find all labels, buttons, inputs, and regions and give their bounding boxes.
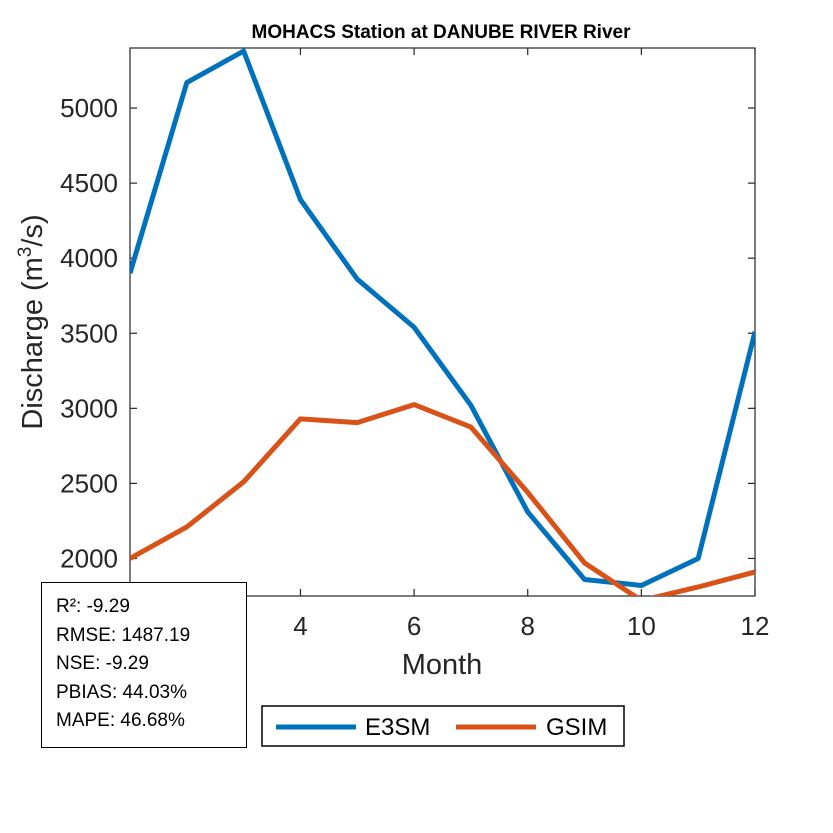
- series-line-gsim: [130, 402, 755, 596]
- x-tick-label: 10: [627, 611, 656, 641]
- axes-box: [129, 47, 756, 597]
- y-tick-label: 2000: [60, 543, 118, 573]
- y-axis-label: Discharge (m3/s): [15, 214, 49, 429]
- x-axis-label: Month: [402, 649, 483, 681]
- x-tick-label: 12: [741, 611, 770, 641]
- series-line-e3sm: [130, 48, 755, 588]
- legend: E3SM GSIM: [261, 705, 625, 747]
- stat-pbias: PBIAS: 44.03%: [56, 681, 187, 703]
- plot-area: 2000 2500 3000 3500 4000 4500 5000 4 6 8 10 12: [60, 47, 770, 641]
- y-tick-label: 3000: [60, 393, 118, 423]
- stat-r2: R²: -9.29: [56, 596, 130, 617]
- legend-label-e3sm: E3SM: [365, 714, 430, 741]
- y-tick-label: 2500: [60, 468, 118, 498]
- y-axis-label-prefix: Discharge (m: [17, 257, 49, 429]
- y-tick-label: 3500: [60, 318, 118, 348]
- y-axis-label-sup: 3: [15, 247, 36, 258]
- x-tick-label: 6: [407, 611, 421, 641]
- x-tick-label: 4: [293, 611, 307, 641]
- y-tick-label: 5000: [60, 93, 118, 123]
- stat-nse: NSE: -9.29: [56, 653, 149, 674]
- stat-mape: MAPE: 46.68%: [56, 710, 185, 731]
- y-axis-label-suffix: /s): [17, 214, 49, 246]
- y-tick-label: 4500: [60, 168, 118, 198]
- legend-label-gsim: GSIM: [546, 714, 607, 741]
- x-tick-label: 8: [520, 611, 534, 641]
- y-tick-label: 4000: [60, 243, 118, 273]
- stats-box: R²: -9.29 RMSE: 1487.19 NSE: -9.29 PBIAS…: [41, 582, 247, 748]
- stat-rmse: RMSE: 1487.19: [56, 624, 191, 646]
- chart-title: MOHACS Station at DANUBE RIVER River: [252, 22, 632, 43]
